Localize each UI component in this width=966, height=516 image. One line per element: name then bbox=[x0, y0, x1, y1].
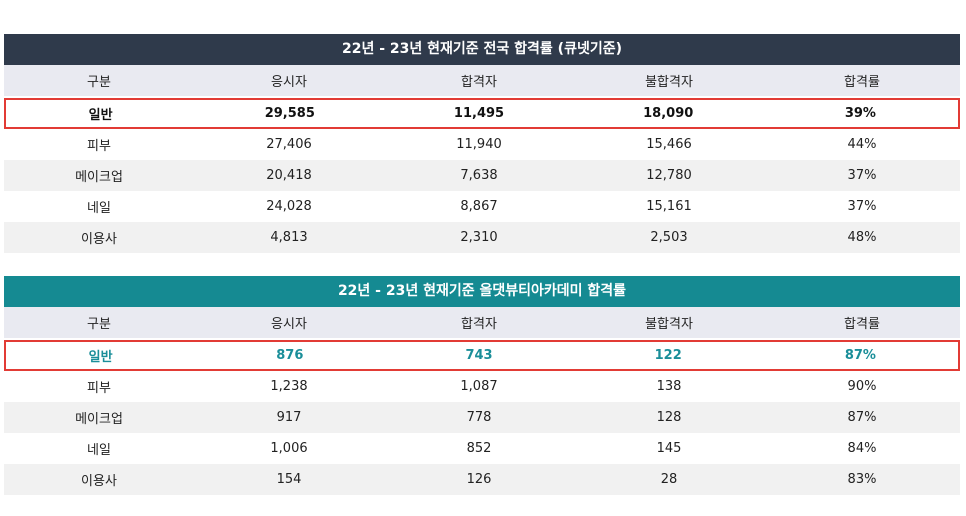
row-category: 메이크업 bbox=[75, 170, 123, 185]
academy-pass-rate-table: 22년 - 23년 현재기준 올댓뷰티아카데미 합격률 구분 응시자 합격자 불… bbox=[4, 276, 960, 495]
national-pass-rate-table: 22년 - 23년 현재기준 전국 합격률 (큐넷기준) 구분 응시자 합격자 … bbox=[4, 34, 960, 253]
row-applicants: 29,585 bbox=[264, 106, 315, 121]
row-applicants: 1,238 bbox=[270, 379, 308, 394]
row-pass-rate: 37% bbox=[847, 199, 877, 214]
table-row: 피부 27,406 11,940 15,466 44% bbox=[4, 129, 960, 160]
row-passed: 852 bbox=[466, 441, 492, 456]
header-pass-rate: 합격률 bbox=[844, 317, 880, 332]
table-title: 22년 - 23년 현재기준 전국 합격률 (큐넷기준) bbox=[4, 34, 960, 65]
row-passed: 126 bbox=[466, 472, 492, 487]
row-applicants: 20,418 bbox=[266, 168, 312, 183]
row-category: 피부 bbox=[87, 381, 111, 396]
table-header-row: 구분 응시자 합격자 불합격자 합격률 bbox=[4, 307, 960, 338]
row-failed: 128 bbox=[656, 410, 682, 425]
row-failed: 138 bbox=[656, 379, 682, 394]
header-failed: 불합격자 bbox=[645, 317, 693, 332]
table-row-highlighted: 일반 29,585 11,495 18,090 39% bbox=[4, 98, 960, 129]
row-category: 일반 bbox=[88, 350, 113, 365]
row-passed: 778 bbox=[466, 410, 492, 425]
row-category: 이용사 bbox=[81, 232, 117, 247]
row-failed: 15,161 bbox=[646, 199, 692, 214]
row-passed: 743 bbox=[465, 348, 493, 363]
header-passed: 합격자 bbox=[461, 75, 497, 90]
row-category: 일반 bbox=[88, 108, 113, 123]
table-row: 메이크업 917 778 128 87% bbox=[4, 402, 960, 433]
row-category: 네일 bbox=[87, 201, 111, 216]
header-category: 구분 bbox=[87, 317, 111, 332]
table-row: 이용사 154 126 28 83% bbox=[4, 464, 960, 495]
row-applicants: 917 bbox=[276, 410, 302, 425]
header-category: 구분 bbox=[87, 75, 111, 90]
row-failed: 28 bbox=[660, 472, 678, 487]
row-failed: 18,090 bbox=[643, 106, 694, 121]
header-passed: 합격자 bbox=[461, 317, 497, 332]
row-pass-rate: 84% bbox=[847, 441, 877, 456]
table-row: 이용사 4,813 2,310 2,503 48% bbox=[4, 222, 960, 253]
row-passed: 8,867 bbox=[460, 199, 498, 214]
row-pass-rate: 44% bbox=[847, 137, 877, 152]
row-pass-rate: 90% bbox=[847, 379, 877, 394]
row-pass-rate: 37% bbox=[847, 168, 877, 183]
row-passed: 1,087 bbox=[460, 379, 498, 394]
row-applicants: 4,813 bbox=[270, 230, 308, 245]
row-passed: 11,495 bbox=[453, 106, 505, 121]
header-failed: 불합격자 bbox=[645, 75, 693, 90]
row-passed: 2,310 bbox=[460, 230, 498, 245]
row-failed: 15,466 bbox=[646, 137, 692, 152]
row-pass-rate: 87% bbox=[844, 348, 876, 363]
row-failed: 145 bbox=[656, 441, 682, 456]
row-pass-rate: 48% bbox=[847, 230, 877, 245]
row-category: 네일 bbox=[87, 443, 111, 458]
row-category: 피부 bbox=[87, 139, 111, 154]
row-pass-rate: 83% bbox=[847, 472, 877, 487]
table-header-row: 구분 응시자 합격자 불합격자 합격률 bbox=[4, 65, 960, 96]
row-applicants: 27,406 bbox=[266, 137, 312, 152]
table-row-highlighted: 일반 876 743 122 87% bbox=[4, 340, 960, 371]
row-passed: 7,638 bbox=[460, 168, 498, 183]
table-row: 네일 24,028 8,867 15,161 37% bbox=[4, 191, 960, 222]
table-row: 네일 1,006 852 145 84% bbox=[4, 433, 960, 464]
header-pass-rate: 합격률 bbox=[844, 75, 880, 90]
row-applicants: 154 bbox=[276, 472, 302, 487]
header-applicants: 응시자 bbox=[271, 75, 307, 90]
row-failed: 122 bbox=[654, 348, 682, 363]
table-row: 메이크업 20,418 7,638 12,780 37% bbox=[4, 160, 960, 191]
row-pass-rate: 87% bbox=[847, 410, 877, 425]
row-failed: 2,503 bbox=[650, 230, 688, 245]
row-pass-rate: 39% bbox=[844, 106, 876, 121]
row-applicants: 24,028 bbox=[266, 199, 312, 214]
row-category: 이용사 bbox=[81, 474, 117, 489]
row-applicants: 1,006 bbox=[270, 441, 308, 456]
row-passed: 11,940 bbox=[456, 137, 502, 152]
table-title: 22년 - 23년 현재기준 올댓뷰티아카데미 합격률 bbox=[4, 276, 960, 307]
row-category: 메이크업 bbox=[75, 412, 123, 427]
table-row: 피부 1,238 1,087 138 90% bbox=[4, 371, 960, 402]
row-failed: 12,780 bbox=[646, 168, 692, 183]
header-applicants: 응시자 bbox=[271, 317, 307, 332]
row-applicants: 876 bbox=[276, 348, 304, 363]
